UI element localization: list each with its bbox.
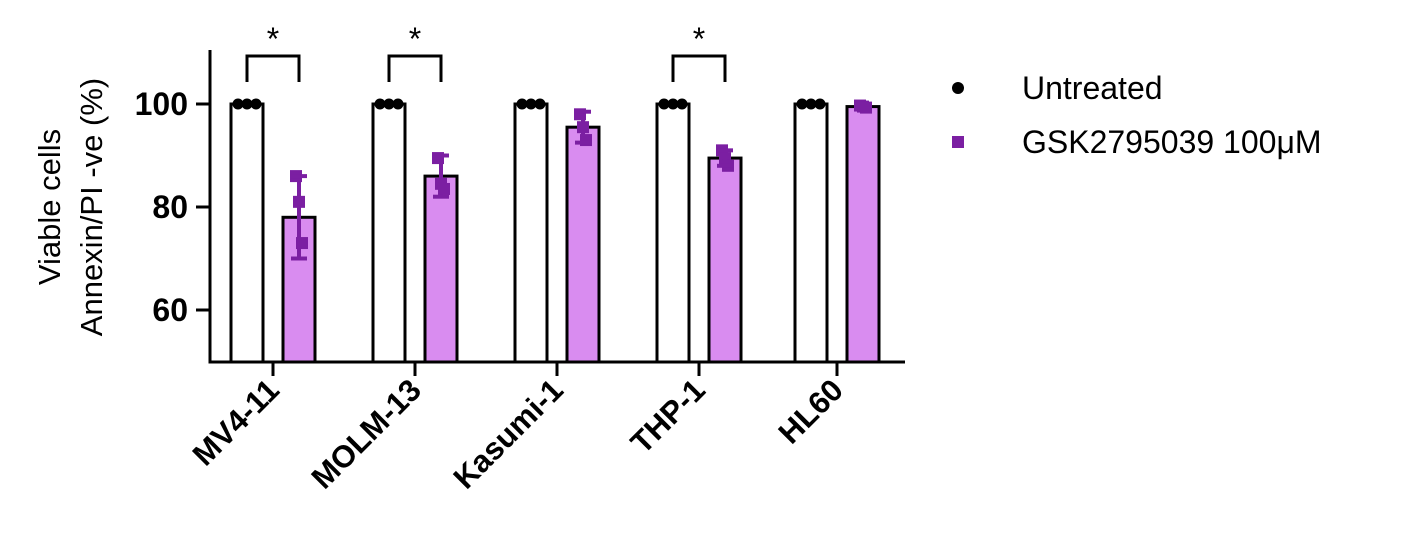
point-molm-13-untreated-2: [383, 98, 395, 110]
data-points: [232, 98, 872, 250]
point-kasumi-1-untreated-2: [525, 98, 537, 110]
y-axis-label-line-2: Annexin/PI -ve (%): [74, 78, 109, 336]
point-kasumi-1-untreated-1: [516, 98, 528, 110]
bars: [229, 102, 881, 364]
point-molm-13-untreated-1: [374, 98, 386, 110]
legend: Untreated GSK2795039 100μM: [952, 70, 1322, 160]
significance-brackets: * * *: [245, 21, 727, 82]
bar-hl60-untreated: [793, 102, 829, 364]
point-hl60-untreated-1: [796, 98, 808, 110]
point-hl60-untreated-2: [805, 98, 817, 110]
point-mv4-11-untreated-1: [232, 98, 244, 110]
y-tick-label-60: 60: [152, 292, 188, 328]
point-molm-13-untreated-3: [392, 98, 404, 110]
bar-kasumi-1-gsk2795039-100-m: [565, 125, 601, 364]
point-mv4-11-untreated-3: [250, 98, 262, 110]
error-bars: [291, 109, 733, 261]
bar-thp-1-untreated: [655, 102, 691, 364]
y-tick-label-80: 80: [152, 189, 188, 225]
x-tick-label-thp-1: THP-1: [624, 372, 712, 460]
significance-bracket-molm-13: [387, 54, 443, 82]
legend-marker-untreated: [952, 82, 964, 94]
significance-star-thp-1: *: [693, 21, 705, 57]
significance-star-molm-13: *: [409, 21, 421, 57]
point-thp-1-untreated-2: [667, 98, 679, 110]
y-axis: 60 80 100: [135, 50, 212, 364]
y-axis-label-line-1: Viable cells: [32, 129, 67, 285]
y-axis-label: Viable cells Annexin/PI -ve (%): [32, 78, 109, 336]
bar-mv4-11-untreated: [229, 102, 265, 364]
bar-thp-1-gsk2795039-100-m: [707, 156, 743, 364]
y-tick-label-100: 100: [135, 86, 188, 122]
significance-bracket-thp-1: [671, 54, 727, 82]
bar-molm-13-untreated: [371, 102, 407, 364]
x-axis: MV4-11 MOLM-13 Kasumi-1 THP-1 HL60: [186, 360, 905, 496]
bar-molm-13-gsk2795039-100-m: [423, 174, 459, 364]
x-tick-label-mv4-11: MV4-11: [186, 372, 286, 472]
significance-star-mv4-11: *: [267, 21, 279, 57]
point-kasumi-1-untreated-3: [534, 98, 546, 110]
significance-bracket-mv4-11: [245, 54, 301, 82]
bar-kasumi-1-untreated: [513, 102, 549, 364]
x-tick-label-molm-13: MOLM-13: [305, 372, 428, 495]
point-mv4-11-untreated-2: [241, 98, 253, 110]
legend-label-gsk2795039-100-m: GSK2795039 100μM: [1022, 124, 1322, 160]
x-tick-label-hl60: HL60: [772, 372, 850, 450]
legend-label-untreated: Untreated: [1022, 70, 1163, 106]
point-thp-1-untreated-1: [658, 98, 670, 110]
point-hl60-treated-3: [860, 101, 872, 114]
point-hl60-untreated-3: [814, 98, 826, 110]
point-thp-1-untreated-3: [676, 98, 688, 110]
bar-hl60-gsk2795039-100-m: [845, 105, 881, 364]
x-tick-label-kasumi-1: Kasumi-1: [447, 372, 570, 495]
legend-marker-treated: [952, 136, 964, 148]
